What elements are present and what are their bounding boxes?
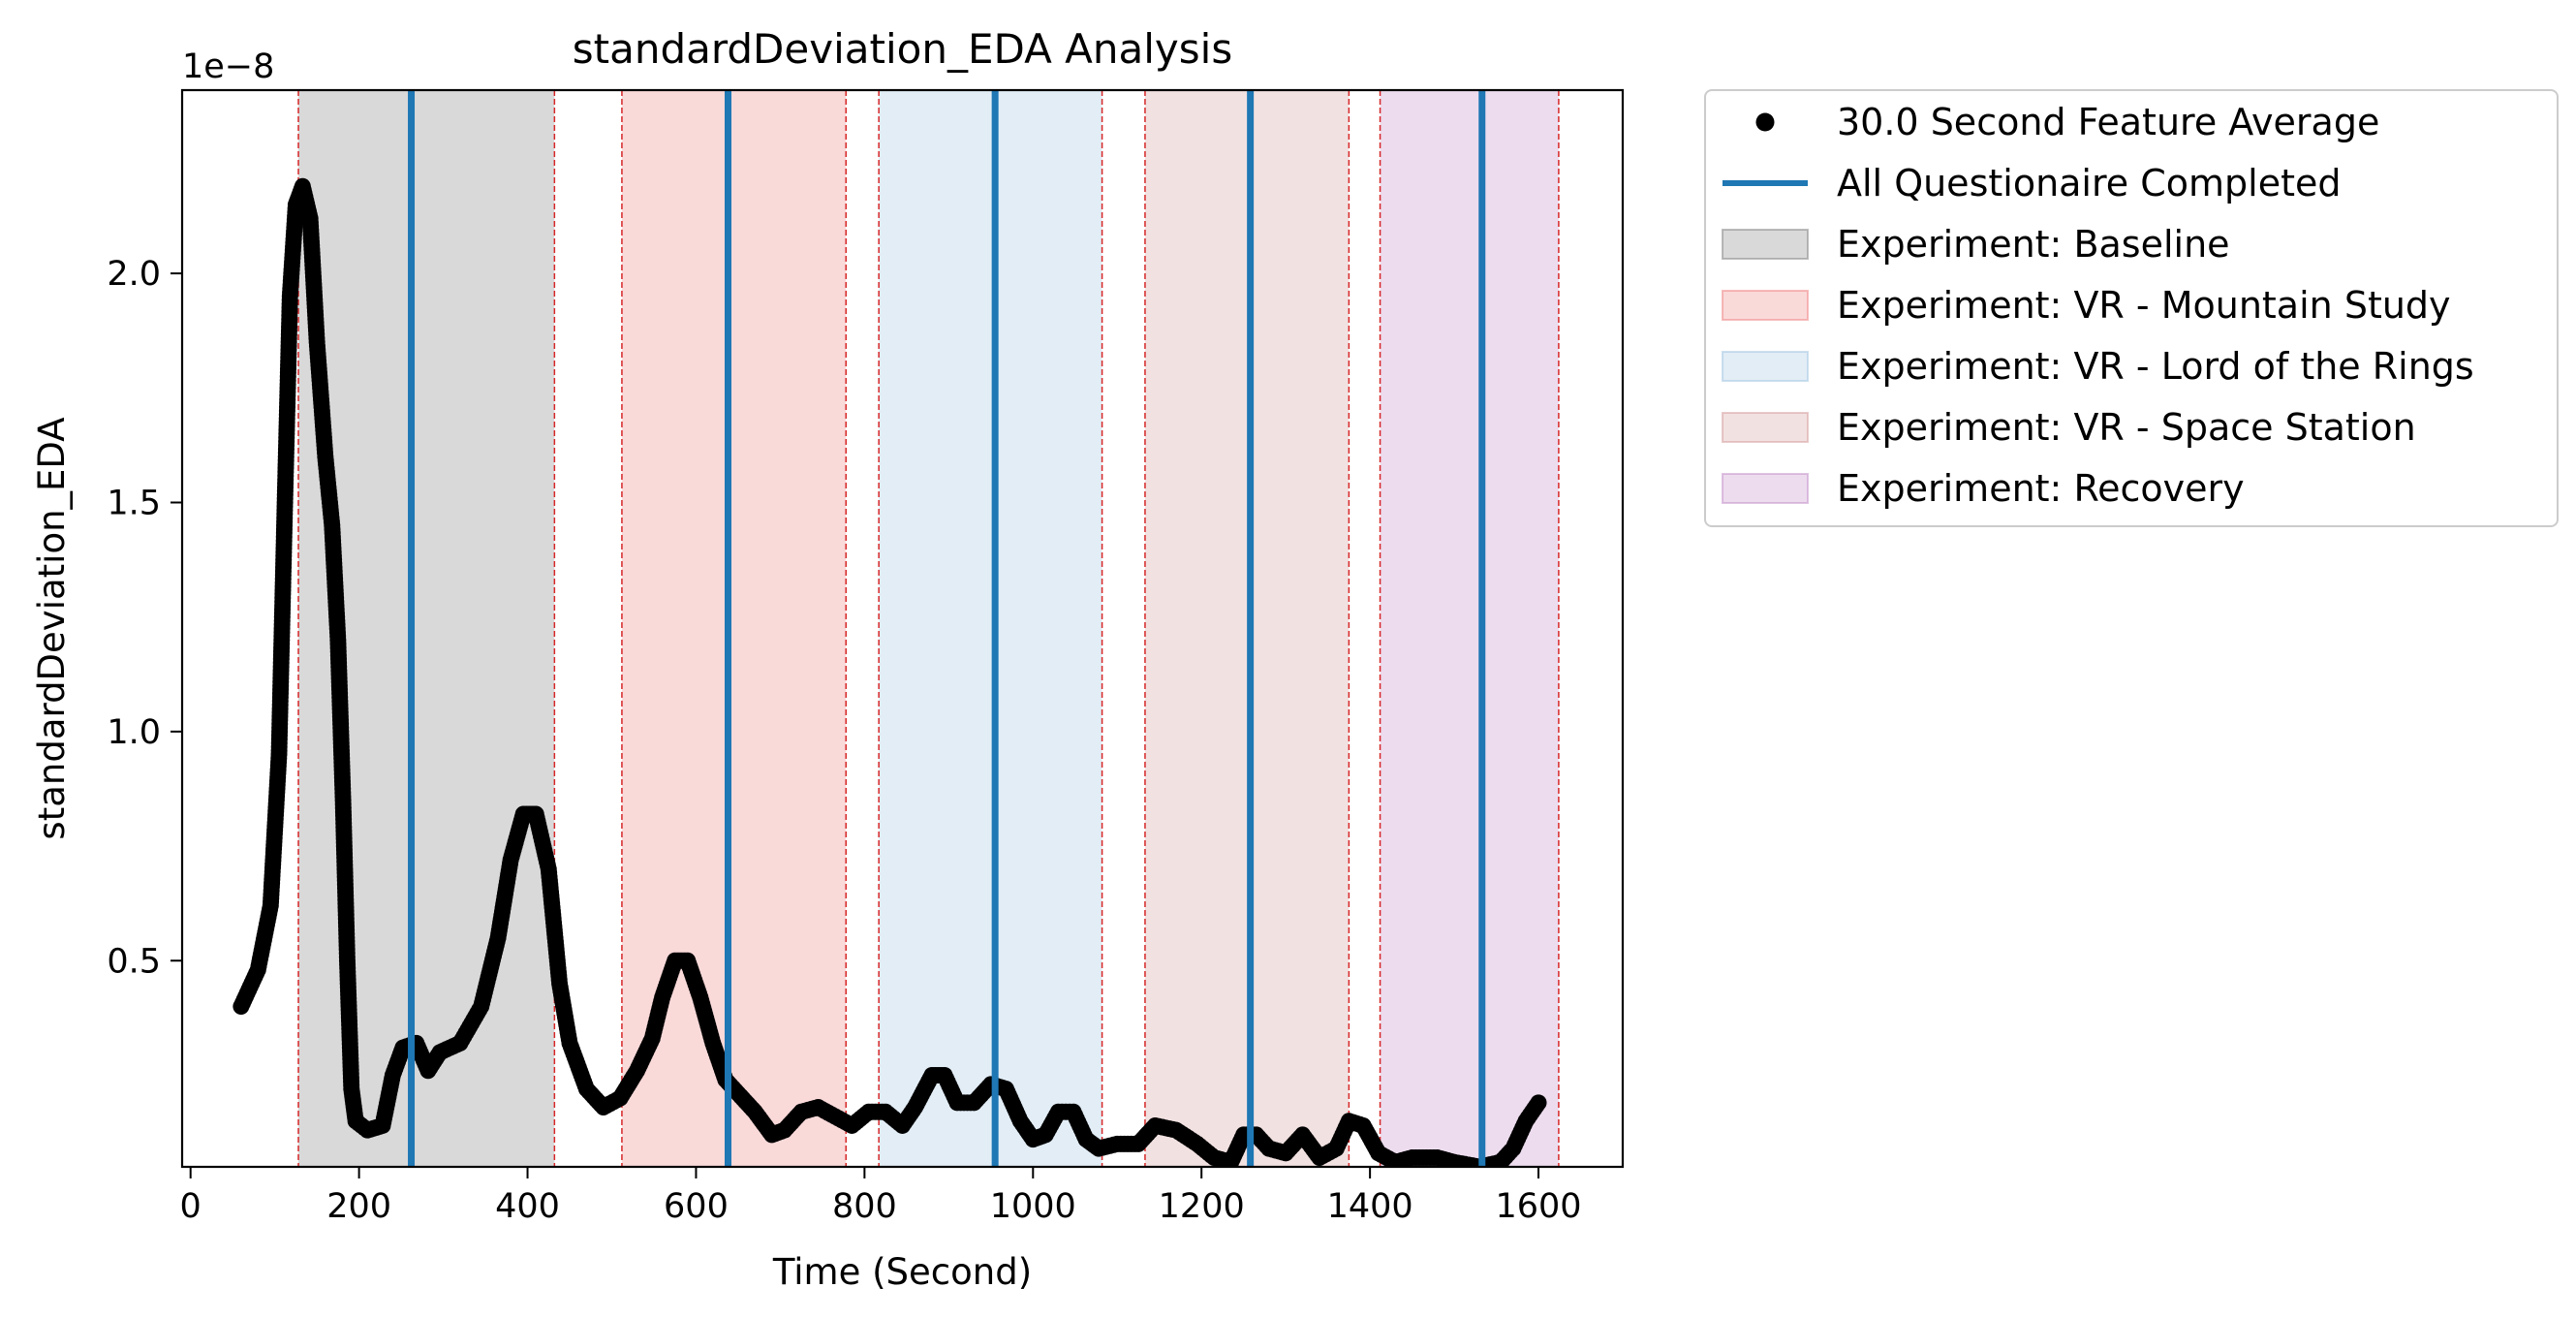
x-tick-label-0: 0 — [180, 1187, 202, 1226]
region-band-2 — [879, 90, 1102, 1167]
legend-label-1: All Questionaire Completed — [1837, 162, 2342, 204]
legend-swatch-4 — [1722, 351, 1809, 382]
legend-swatch-2 — [1722, 229, 1809, 260]
chart-title: standardDeviation_EDA Analysis — [573, 25, 1232, 73]
region-band-4 — [1380, 90, 1559, 1167]
x-tick-label-4: 800 — [832, 1187, 897, 1226]
legend-label-4: Experiment: VR - Lord of the Rings — [1837, 345, 2474, 388]
plot-frame — [180, 88, 1625, 1169]
legend-marker-points — [1755, 112, 1775, 132]
legend-entry-3: Experiment: VR - Mountain Study — [1722, 284, 2451, 327]
x-tick-label-3: 600 — [664, 1187, 729, 1226]
plot-inner — [233, 90, 1560, 1167]
y-tick-label-3: 2.0 — [107, 255, 161, 294]
legend-label-3: Experiment: VR - Mountain Study — [1837, 284, 2451, 327]
legend-entry-2: Experiment: Baseline — [1722, 223, 2230, 266]
legend-label-0: 30.0 Second Feature Average — [1837, 101, 2379, 143]
y-tick-label-0: 0.5 — [107, 942, 161, 981]
x-axis-label: Time (Second) — [772, 1251, 1032, 1293]
legend-entry-5: Experiment: VR - Space Station — [1722, 406, 2416, 449]
legend-swatch-6 — [1722, 473, 1809, 504]
legend-label-5: Experiment: VR - Space Station — [1837, 406, 2416, 449]
plot-area — [233, 90, 1560, 1167]
legend-label-6: Experiment: Recovery — [1837, 467, 2245, 510]
x-tick-label-5: 1000 — [990, 1187, 1076, 1226]
x-tick-label-6: 1200 — [1159, 1187, 1245, 1226]
legend-frame — [1704, 89, 2559, 527]
axes: 0 200 400 600 800 1000 1200 1400 1600 0.5 1.0 1.5 2.… — [107, 255, 1581, 1226]
data-point-1064 — [1530, 1094, 1547, 1112]
x-tick-label-7: 1400 — [1327, 1187, 1413, 1226]
legend-entry-4: Experiment: VR - Lord of the Rings — [1722, 345, 2474, 388]
y-tick-label-2: 1.5 — [107, 484, 161, 522]
x-tick-label-2: 400 — [495, 1187, 560, 1226]
legend-entry-1: All Questionaire Completed — [1723, 162, 2342, 204]
feature-average-points — [233, 177, 1547, 1167]
legend-entry-6: Experiment: Recovery — [1722, 467, 2245, 510]
legend-swatch-3 — [1722, 290, 1809, 321]
legend-label-2: Experiment: Baseline — [1837, 223, 2230, 266]
y-tick-label-1: 1.0 — [107, 713, 161, 752]
legend-entry-0: 30.0 Second Feature Average — [1755, 101, 2379, 143]
x-tick-label-1: 200 — [326, 1187, 391, 1226]
legend-swatch-5 — [1722, 412, 1809, 443]
y-axis-label: standardDeviation_EDA — [31, 417, 73, 839]
x-tick-label-8: 1600 — [1496, 1187, 1582, 1226]
y-axis-scale-label: 1e−8 — [182, 47, 274, 86]
legend: 30.0 Second Feature Average All Questiona… — [1704, 89, 2559, 527]
